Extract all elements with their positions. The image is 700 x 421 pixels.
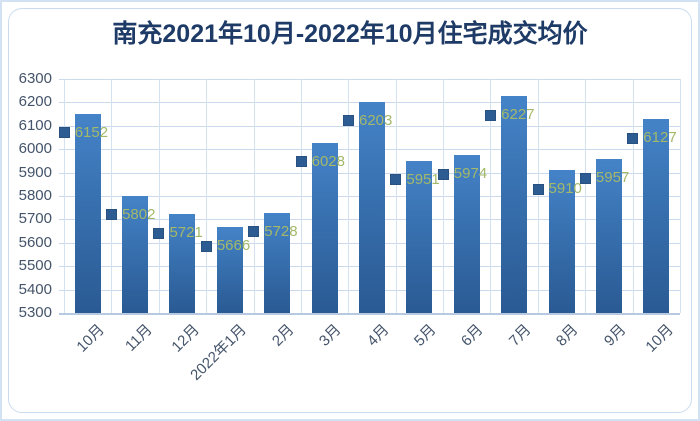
y-tick-label: 5700 xyxy=(18,210,52,228)
bar xyxy=(216,227,243,313)
bar-value: 5666 xyxy=(216,237,251,255)
legend-key-square xyxy=(200,240,212,252)
y-tick-label: 5900 xyxy=(18,163,52,181)
x-tick-label: 4月 xyxy=(363,321,393,350)
y-tick-label: 6000 xyxy=(18,140,52,158)
bar xyxy=(311,142,338,313)
v-gridline xyxy=(395,79,397,313)
h-gridline xyxy=(59,79,680,80)
bar-data-label: 6028 xyxy=(295,152,345,170)
x-tick-label: 11月 xyxy=(121,321,156,355)
bar xyxy=(501,96,528,313)
v-gridline xyxy=(537,79,539,313)
v-gridline xyxy=(206,79,208,313)
bar-value: 5802 xyxy=(122,205,156,223)
bar xyxy=(169,214,196,313)
bar-value: 5721 xyxy=(169,224,203,242)
bar-data-label: 6203 xyxy=(343,111,393,129)
y-tick-label: 5300 xyxy=(18,304,52,321)
legend-key-square xyxy=(248,226,260,238)
legend-key-square xyxy=(532,183,544,195)
v-gridline xyxy=(111,79,113,313)
legend-key-square xyxy=(627,132,639,144)
bar-data-label: 5974 xyxy=(437,165,488,183)
legend-key-square xyxy=(106,209,118,221)
v-gridline xyxy=(632,79,634,313)
y-tick-label: 5500 xyxy=(18,257,52,275)
v-gridline xyxy=(490,79,492,313)
legend-key-square xyxy=(153,227,165,239)
bar-value: 6152 xyxy=(74,123,109,141)
bar-data-label: 5666 xyxy=(200,237,251,255)
legend-key-square xyxy=(295,156,307,168)
bar-value: 5910 xyxy=(548,180,582,198)
v-gridline xyxy=(253,79,255,313)
bar-value: 6227 xyxy=(501,106,535,124)
v-gridline xyxy=(680,79,681,313)
bar-data-label: 5951 xyxy=(390,170,440,188)
y-tick-label: 5800 xyxy=(18,187,52,204)
bar-value: 5957 xyxy=(595,169,630,187)
x-tick-label: 10月 xyxy=(73,321,108,356)
legend-key-square xyxy=(343,115,354,127)
bar xyxy=(74,113,101,313)
bar xyxy=(264,212,291,313)
bar-value: 5728 xyxy=(264,222,298,240)
legend-key-square xyxy=(485,109,497,121)
bar-data-label: 5802 xyxy=(106,205,156,223)
v-gridline xyxy=(443,79,445,313)
bar-value: 5974 xyxy=(453,165,488,183)
v-gridline xyxy=(300,79,302,313)
y-tick-label: 6300 xyxy=(18,70,52,87)
x-tick-label: 12月 xyxy=(168,321,203,356)
v-gridline xyxy=(158,79,160,313)
x-tick-label: 6月 xyxy=(458,321,487,350)
x-tick-label: 2月 xyxy=(268,321,298,350)
bar xyxy=(595,159,622,313)
bar-value: 6028 xyxy=(311,152,345,170)
bar xyxy=(548,170,575,313)
bar-data-label: 5957 xyxy=(579,169,630,187)
v-gridline xyxy=(585,79,587,313)
bar-data-label: 5721 xyxy=(153,224,203,242)
bar xyxy=(359,101,385,313)
v-gridline xyxy=(64,79,65,313)
bar-value: 6127 xyxy=(643,129,677,147)
x-tick-label: 7月 xyxy=(505,321,535,350)
bar-data-label: 5728 xyxy=(248,222,298,240)
bar-data-label: 6152 xyxy=(58,123,109,141)
bar-data-label: 5910 xyxy=(532,180,582,198)
bar-data-label: 6127 xyxy=(627,129,677,147)
legend-key-square xyxy=(579,172,591,184)
bar xyxy=(122,195,149,313)
bar-value: 5951 xyxy=(406,170,440,188)
x-axis-line xyxy=(59,313,680,315)
x-tick-label: 3月 xyxy=(316,321,345,350)
chart-title: 南充2021年10月-2022年10月住宅成交均价 xyxy=(112,20,588,48)
y-tick-label: 6200 xyxy=(18,93,52,111)
x-tick-label: 10月 xyxy=(642,321,677,356)
x-tick-label: 5月 xyxy=(411,321,440,350)
legend-key-square xyxy=(58,127,70,139)
legend-key-square xyxy=(390,174,402,186)
bar-data-label: 6227 xyxy=(485,106,535,124)
bar xyxy=(406,160,433,313)
v-gridline xyxy=(348,79,350,313)
legend-key-square xyxy=(437,168,449,180)
y-tick-label: 5400 xyxy=(18,280,52,298)
x-tick-label: 8月 xyxy=(553,321,582,350)
bar xyxy=(643,119,670,313)
x-tick-label: 9月 xyxy=(600,321,630,350)
bar xyxy=(453,155,480,313)
y-tick-label: 5600 xyxy=(18,233,52,251)
bar-value: 6203 xyxy=(359,111,393,129)
y-tick-label: 6100 xyxy=(18,116,52,134)
